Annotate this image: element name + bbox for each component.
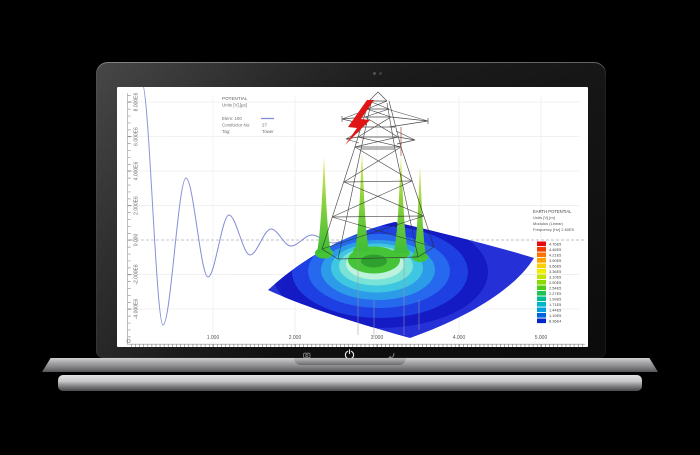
svg-text:1.19E5: 1.19E5 [549, 313, 561, 318]
potential-spike [394, 156, 408, 253]
hinge-notch [294, 358, 406, 365]
y-tick-label: 6.000E6 [134, 127, 140, 146]
waveform-legend: POTENTIAL Units [V],[µs] Elem: 100 Condu… [222, 96, 274, 134]
origin-label: O [126, 339, 131, 345]
base-reflection [58, 375, 642, 391]
potential-spike [414, 166, 426, 257]
waveform-legend-units: Units [V],[µs] [222, 103, 247, 108]
plot-canvas[interactable]: 8.000E6 6.000E6 4.000E6 2.000E6 0.000 -2… [117, 87, 588, 347]
surface-legend-units: Units [V],[m] [533, 215, 555, 220]
gridlines [131, 95, 585, 340]
svg-text:3.90E5: 3.90E5 [549, 258, 561, 263]
waveform-legend-row1-label: Elem: 100 [222, 116, 242, 121]
surface-legend-title: EARTH POTENTIAL [533, 209, 572, 214]
svg-text:2.54E5: 2.54E5 [549, 286, 561, 291]
x-tick-label: 2.000 [289, 335, 302, 341]
waveform-legend-title: POTENTIAL [222, 96, 248, 101]
surface-legend: EARTH POTENTIAL Units [V],[m] Modulus (L… [533, 209, 575, 324]
y-tick-label: -4.000E6 [134, 299, 140, 320]
x-axis: 1.000 2.000 3.000 4.000 5.000 O [126, 335, 585, 347]
camera-icon[interactable] [303, 352, 311, 359]
svg-text:1.71E5: 1.71E5 [549, 302, 561, 307]
potential-spike [317, 157, 331, 253]
svg-text:2.90E5: 2.90E5 [549, 280, 561, 285]
svg-text:4.21E5: 4.21E5 [549, 253, 561, 258]
surface-plot [268, 153, 534, 338]
x-tick-label: 5.000 [535, 335, 548, 341]
waveform-legend-row2-label: Conductor No: [222, 123, 250, 128]
lightning-bolt-icon [345, 100, 374, 145]
x-tick-label: 3.000 [371, 335, 384, 341]
waveform-legend-row3-label: Tag: [222, 129, 230, 134]
webcam-dot-icon [373, 72, 376, 75]
surface-legend-frequency: Frequency [Hz] 2.60E5 [533, 227, 575, 232]
y-axis: 8.000E6 6.000E6 4.000E6 2.000E6 0.000 -2… [127, 92, 140, 344]
svg-text:8.36E4: 8.36E4 [549, 319, 562, 324]
potential-spike [355, 153, 369, 251]
webcam-led-icon [379, 72, 382, 75]
svg-text:3.10E5: 3.10E5 [549, 275, 561, 280]
x-tick-label: 4.000 [453, 335, 466, 341]
drop-lines [357, 247, 420, 337]
y-tick-label: 2.000E6 [134, 196, 140, 215]
waveform-legend-row3-value: Tower [262, 129, 274, 134]
y-tick-label: -2.000E6 [134, 264, 140, 285]
laptop-base [42, 358, 658, 372]
y-tick-label: 4.000E6 [134, 161, 140, 180]
svg-text:3.36E5: 3.36E5 [549, 269, 561, 274]
waveform-legend-row2-value: 27 [262, 123, 267, 128]
svg-text:4.46E5: 4.46E5 [549, 247, 561, 252]
base-reflection-shade [58, 375, 642, 391]
svg-text:1.99E5: 1.99E5 [549, 297, 561, 302]
svg-text:2.27E5: 2.27E5 [549, 291, 561, 296]
y-tick-label: 8.000E6 [134, 92, 140, 111]
transmission-tower [321, 91, 435, 260]
laptop-screen[interactable]: 8.000E6 6.000E6 4.000E6 2.000E6 0.000 -2… [117, 87, 588, 347]
color-scale: 4.76E5 4.46E5 4.21E5 3.90E5 3.66E5 3.36E… [537, 241, 562, 324]
x-tick-label: 1.000 [207, 335, 220, 341]
svg-text:1.44E5: 1.44E5 [549, 308, 561, 313]
svg-text:4.76E5: 4.76E5 [549, 242, 561, 247]
svg-text:3.66E5: 3.66E5 [549, 264, 561, 269]
surface-legend-modulus: Modulus (Linear) [533, 221, 564, 226]
y-tick-label: 0.000 [134, 234, 140, 247]
